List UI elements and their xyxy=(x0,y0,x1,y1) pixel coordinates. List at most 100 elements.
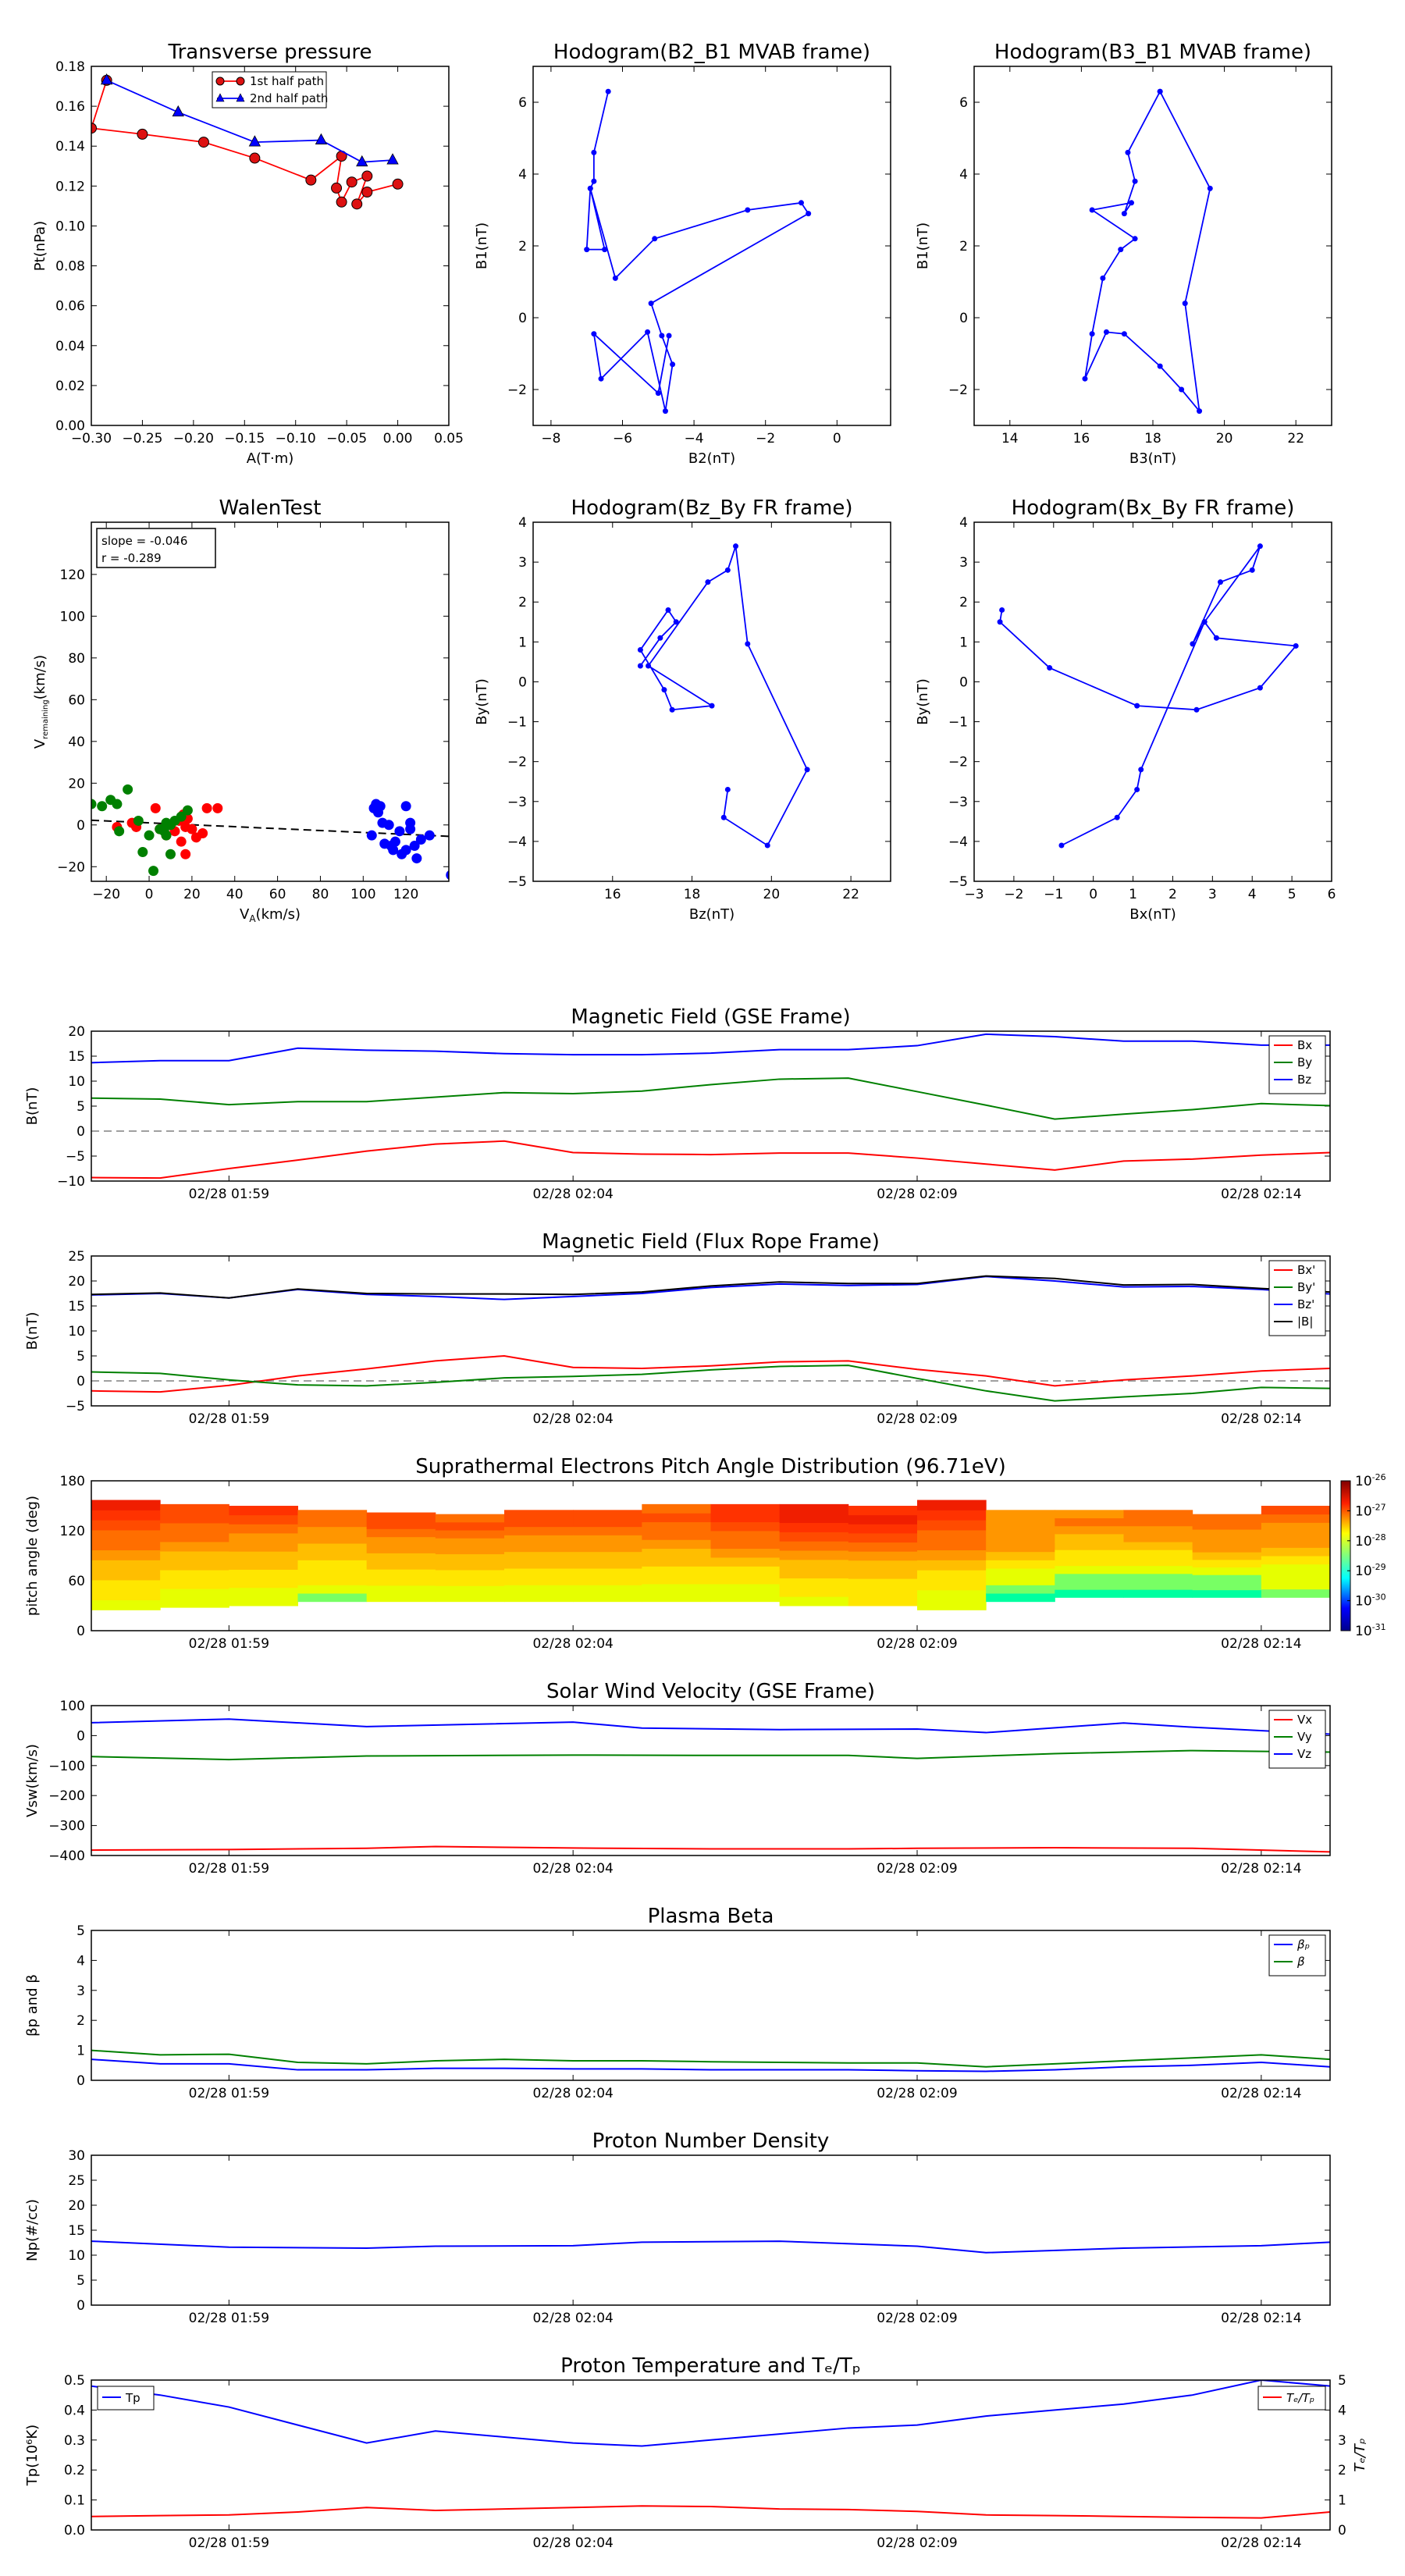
data-point xyxy=(361,170,373,182)
hodogram-point xyxy=(1114,814,1120,820)
plot-area xyxy=(91,1500,1330,1610)
y-tick-label: 1 xyxy=(76,2044,85,2059)
heatmap-cell xyxy=(1123,1581,1193,1590)
y-axis-label: Tp(10⁶K) xyxy=(24,2425,41,2486)
data-point xyxy=(446,870,449,880)
y-tick-label: −5 xyxy=(66,1149,85,1165)
hodogram-point xyxy=(1047,665,1053,671)
y-tick-label: 4 xyxy=(959,167,968,183)
y-tick-label: 10 xyxy=(68,2248,85,2264)
legend-box xyxy=(212,71,327,109)
heatmap-cell xyxy=(1123,1589,1193,1598)
hodogram-point xyxy=(724,786,731,792)
y-tick-label: 20 xyxy=(68,776,85,792)
hodogram-point xyxy=(1249,567,1255,573)
x-tick-label: 16 xyxy=(604,887,621,902)
heatmap-cell xyxy=(986,1535,1055,1544)
y-tick-label: 3 xyxy=(959,555,968,571)
heatmap-cell xyxy=(1123,1573,1193,1582)
y-axis-label: Vsw(km/s) xyxy=(24,1744,41,1817)
heatmap-cell xyxy=(229,1542,298,1552)
heatmap-cell xyxy=(779,1522,849,1532)
data-point xyxy=(315,133,328,144)
heatmap-cell xyxy=(1261,1564,1330,1573)
heatmap-cell xyxy=(986,1593,1055,1603)
legend-marker xyxy=(215,76,225,86)
x-tick-label: −0.10 xyxy=(276,431,316,447)
heatmap-cell xyxy=(1055,1525,1124,1535)
legend-label: Tp xyxy=(125,2391,140,2405)
heatmap-cell xyxy=(710,1583,781,1593)
legend-box xyxy=(1268,1710,1326,1769)
y-tick-label: −2 xyxy=(948,382,968,398)
x-tick-label: 60 xyxy=(269,887,286,902)
heatmap-cell xyxy=(1055,1589,1124,1598)
hodogram-point xyxy=(602,247,608,253)
x-tick-label: 02/28 02:14 xyxy=(1221,2311,1301,2326)
x-tick-label: 5 xyxy=(1288,887,1297,902)
series-line-vx xyxy=(91,1845,1330,1853)
hodogram-point xyxy=(1103,329,1109,335)
heatmap-cell xyxy=(710,1530,781,1540)
y-tick-label: 0 xyxy=(76,1374,85,1389)
heatmap-cell xyxy=(710,1539,781,1550)
y-tick-label: −2 xyxy=(948,755,968,770)
heatmap-cell xyxy=(160,1532,229,1542)
heatmap-cell xyxy=(642,1548,711,1558)
data-point xyxy=(400,845,411,856)
x-tick-label: −20 xyxy=(92,887,120,902)
heatmap-cell xyxy=(91,1589,161,1601)
heatmap-cell xyxy=(229,1506,298,1516)
heatmap-cell xyxy=(848,1542,918,1552)
heatmap-cell xyxy=(297,1526,368,1535)
y-tick-label: 40 xyxy=(68,735,85,750)
legend-label: 2nd half path xyxy=(250,91,328,105)
heatmap-cell xyxy=(1123,1533,1193,1542)
x-tick-label: −1 xyxy=(1044,887,1063,902)
plot-area xyxy=(91,1718,1330,1853)
panel-mffr: Magnetic Field (Flux Rope Frame) −5 0 5 10 15… xyxy=(24,1230,1331,1427)
heatmap-cell xyxy=(229,1569,298,1579)
y-axis-label: B(nT) xyxy=(24,1087,41,1126)
heatmap-cell xyxy=(229,1524,298,1534)
heatmap-cell xyxy=(1192,1567,1262,1575)
hodogram-point xyxy=(584,247,590,253)
y-tick-label: 6 xyxy=(959,95,968,111)
x-tick-label: 02/28 01:59 xyxy=(189,2086,269,2101)
hodogram-point xyxy=(1207,185,1213,191)
hodogram-point xyxy=(1293,642,1299,649)
hodogram-point xyxy=(661,687,667,693)
heatmap-cell xyxy=(1192,1514,1262,1522)
legend: Vx Vy Vz xyxy=(1268,1710,1326,1769)
heatmap-cell xyxy=(297,1593,368,1603)
plot-area xyxy=(584,88,812,415)
y2-tick-label: 1 xyxy=(1338,2493,1346,2509)
series-line-p xyxy=(91,2058,1330,2073)
y-tick-label: −100 xyxy=(48,1759,85,1774)
series-line-b xyxy=(91,1275,1330,1299)
hodogram-point xyxy=(1157,363,1163,369)
heatmap-cell xyxy=(435,1546,505,1555)
plot-area xyxy=(91,1033,1330,1179)
data-point xyxy=(97,801,108,812)
heatmap-cell xyxy=(710,1503,781,1514)
legend-label: β xyxy=(1297,1955,1305,1969)
heatmap-cell xyxy=(917,1539,987,1551)
legend-label: Bx xyxy=(1297,1038,1312,1052)
series-line-tp xyxy=(91,2380,1330,2447)
hodogram-point xyxy=(1100,275,1106,281)
hodogram-point xyxy=(799,200,804,206)
heatmap-cell xyxy=(1123,1517,1193,1527)
plot-area xyxy=(91,2380,1330,2519)
heatmap-cell xyxy=(91,1520,161,1531)
heatmap-cell xyxy=(366,1585,436,1594)
y-tick-label: 0.12 xyxy=(55,179,85,194)
hodogram-point xyxy=(612,275,618,281)
heatmap-cell xyxy=(1055,1517,1124,1527)
heatmap-cell xyxy=(986,1510,1055,1519)
plot-area xyxy=(91,2240,1330,2254)
annotation-r: r = -0.289 xyxy=(101,551,162,565)
heatmap-cell xyxy=(642,1592,711,1603)
y-tick-label: 0 xyxy=(518,674,527,690)
data-point xyxy=(366,830,377,841)
